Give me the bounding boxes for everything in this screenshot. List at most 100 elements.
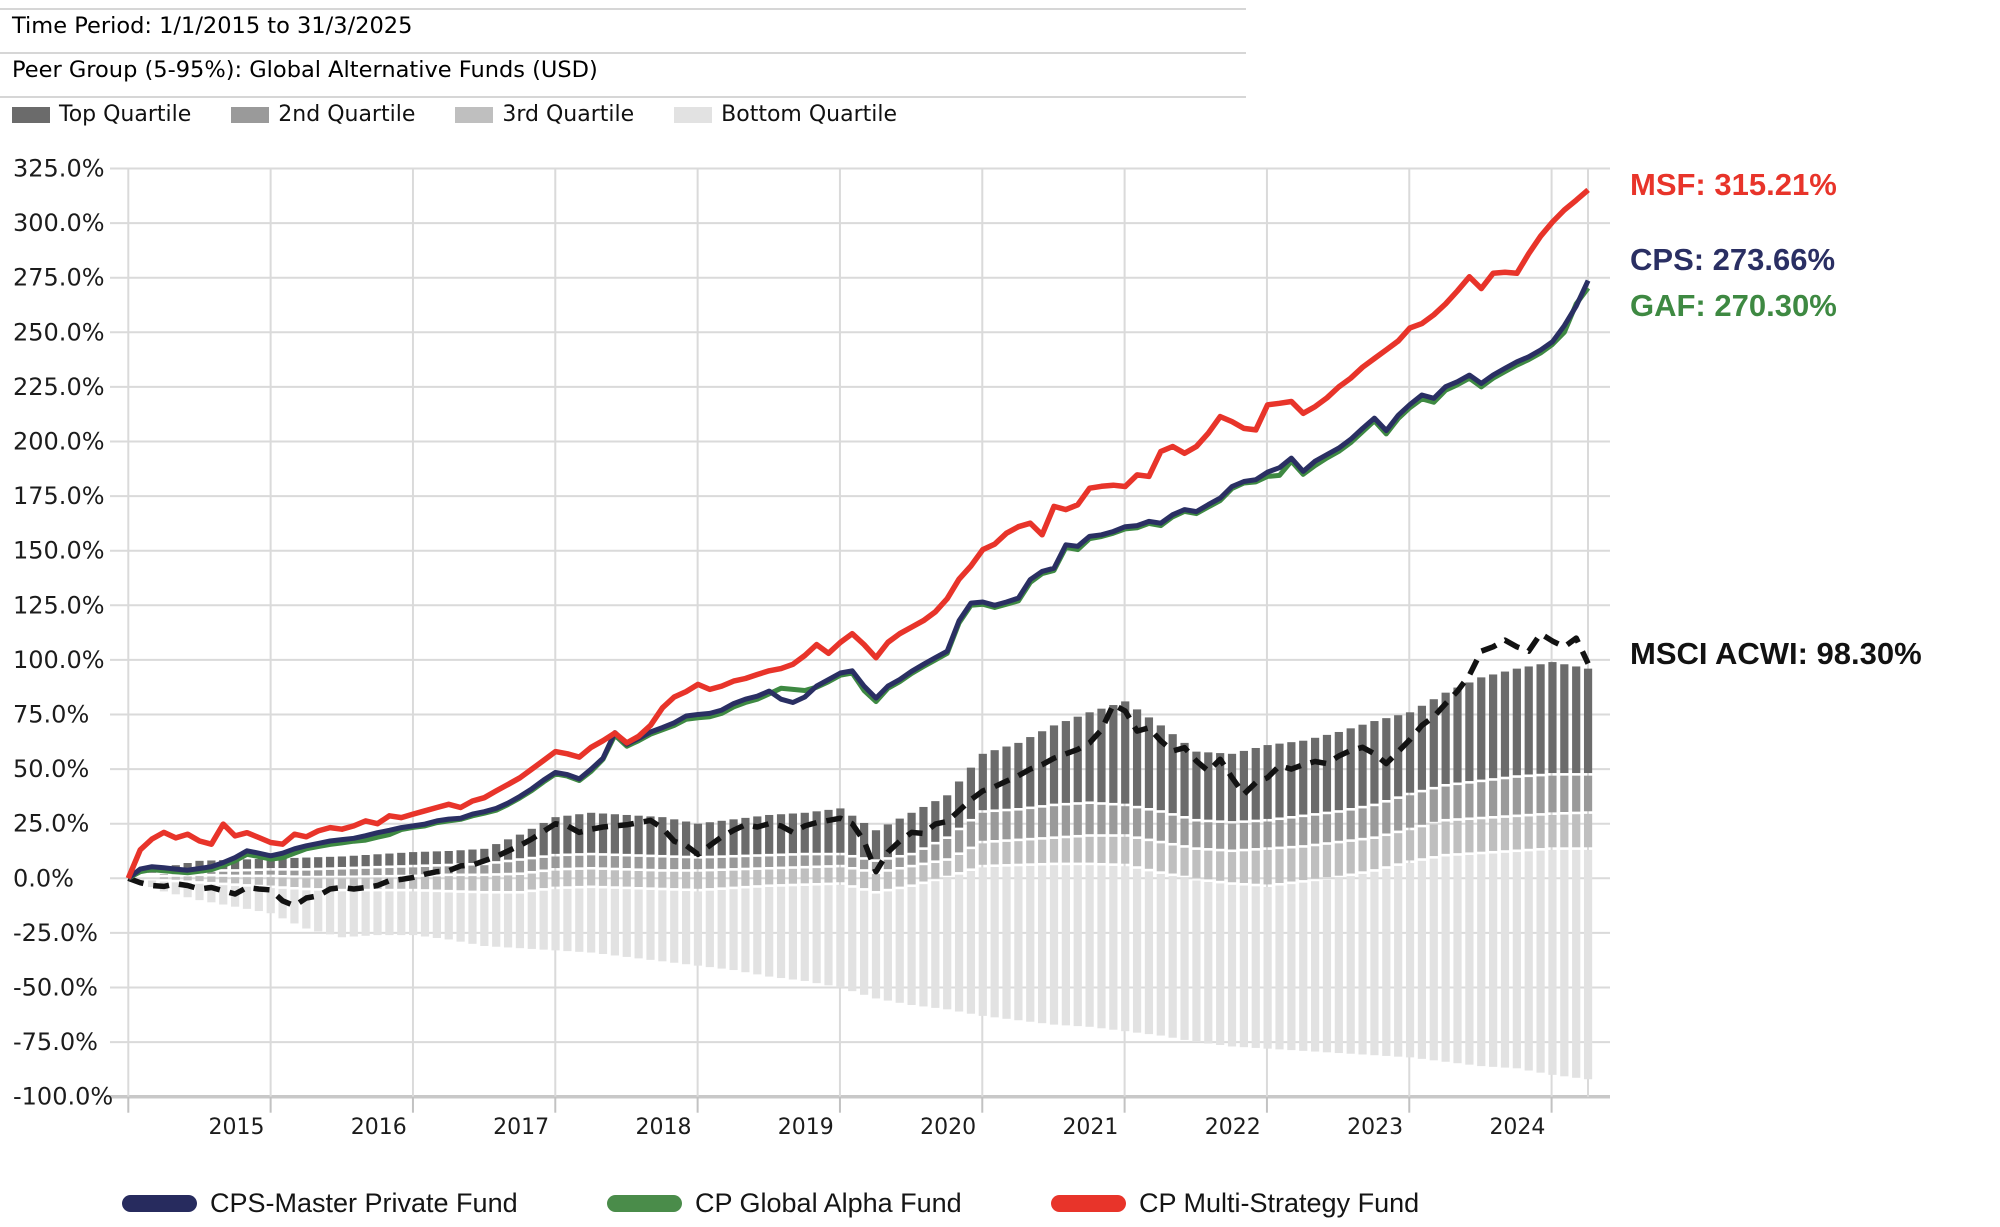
quartile-bar-segment [480, 876, 489, 891]
peer-quartile-bars [136, 662, 1593, 1080]
gaf-fund-label: CP Global Alpha Fund [695, 1187, 962, 1218]
top-quartile-label: Top Quartile [59, 102, 192, 127]
quartile-bar-segment [207, 876, 216, 882]
quartile-bar-segment [397, 867, 406, 875]
quartile-bar-segment [895, 889, 904, 1003]
quartile-bar-segment [717, 857, 726, 869]
msci-final-value-label: MSCI ACWI: 98.30% [1630, 636, 1922, 671]
quartile-bar-segment [1132, 709, 1142, 806]
quartile-bar-segment [1583, 668, 1593, 774]
quartile-bar-segment [1180, 742, 1189, 817]
cps-fund-label: CPS-Master Private Fund [210, 1187, 518, 1218]
quartile-bar-segment [978, 867, 987, 1016]
quartile-bar-segment [1239, 822, 1248, 849]
quartile-bar-segment [1429, 789, 1438, 822]
quartile-bar-segment [468, 865, 477, 874]
quartile-bar-segment [302, 878, 311, 888]
quartile-bar-segment [1085, 836, 1094, 863]
quartile-bar-segment [563, 856, 572, 868]
quartile-bar-segment [1334, 731, 1343, 811]
quartile-bar-segment [551, 817, 560, 854]
quartile-bar-segment [1180, 818, 1189, 846]
quartile-bar-segment [693, 871, 703, 889]
quartile-bar-segment [1144, 871, 1154, 1035]
quartile-bar-segment [1417, 792, 1427, 825]
quartile-bar-segment [634, 889, 643, 959]
quartile-bar-segment [515, 893, 525, 949]
quartile-bar-segment [1014, 841, 1023, 864]
legend-item-cps-fund: CPS-Master Private Fund [122, 1186, 518, 1220]
quartile-bar-segment [1038, 807, 1047, 838]
quartile-bar-segment [943, 860, 952, 876]
quartile-bar-segment [990, 812, 999, 841]
x-tick-label: 2023 [1347, 1115, 1403, 1140]
quartile-bar-segment [1405, 712, 1415, 793]
quartile-bar-segment [337, 856, 347, 867]
quartile-bar-segment [848, 857, 857, 867]
quartile-bar-segment [183, 863, 192, 870]
quartile-bar-segment [1002, 746, 1011, 809]
quartile-bar-segment [646, 816, 655, 855]
quartile-bar-segment [1405, 795, 1415, 828]
quartile-bar-segment [207, 871, 216, 874]
quartile-bar-segment [420, 851, 430, 865]
quartile-bar-segment [765, 814, 774, 854]
quartile-bar-segment [895, 857, 904, 867]
quartile-bar-segment [1512, 852, 1521, 1069]
quartile-bar-segment [1477, 782, 1486, 817]
quartile-bar-segment [800, 885, 809, 981]
quartile-bar-segment [1370, 838, 1379, 870]
quartile-bar-segment [836, 808, 845, 853]
quartile-bar-segment [1156, 873, 1165, 1036]
quartile-bar-segment [1417, 827, 1427, 859]
quartile-bar-segment [824, 885, 833, 986]
quartile-bar-segment [1097, 865, 1106, 1029]
quartile-bar-segment [349, 869, 358, 876]
quartile-bar-segment [1477, 677, 1486, 780]
quartile-bar-segment [1049, 865, 1059, 1025]
quartile-bar-segment [919, 806, 928, 848]
quartile-bar-segment [1097, 708, 1106, 803]
quartile-bar-segment [871, 893, 881, 999]
quartile-bar-segment [1346, 728, 1355, 808]
quartile-bar-segment [919, 884, 928, 1007]
quartile-bar-segment [1489, 674, 1498, 779]
y-tick-label: -50.0% [13, 974, 98, 1002]
quartile-bar-segment [622, 856, 631, 869]
quartile-bar-segment [1311, 815, 1320, 844]
quartile-bar-segment [812, 885, 821, 984]
quartile-bar-segment [159, 877, 169, 879]
quartile-bar-segment [824, 809, 833, 853]
quartile-bar-segment [409, 867, 418, 875]
quartile-bar-segment [836, 867, 845, 883]
x-tick-label: 2017 [493, 1115, 549, 1140]
quartile-bar-segment [966, 821, 976, 847]
legend-item-bottom-quartile: Bottom Quartile [674, 102, 897, 127]
quartile-bar-segment [1453, 855, 1462, 1064]
quartile-bar-segment [1512, 668, 1521, 776]
quartile-bar-segment [1548, 775, 1557, 813]
quartile-bar-segment [1192, 751, 1201, 819]
quartile-bar-segment [1180, 878, 1189, 1040]
header-divider-bottom [0, 96, 1246, 98]
quartile-bar-segment [1524, 777, 1533, 814]
quartile-bar-segment [385, 891, 394, 936]
quartile-bar-segment [527, 873, 536, 890]
y-tick-label: 50.0% [13, 755, 89, 783]
quartile-bar-segment [622, 870, 631, 887]
quartile-bar-segment [1524, 816, 1533, 849]
quartile-bar-segment [824, 867, 833, 883]
quartile-bar-segment [1287, 884, 1296, 1051]
quartile-bar-segment [183, 876, 192, 881]
quartile-bar-segment [1014, 866, 1023, 1021]
quartile-bar-segment [1334, 878, 1343, 1054]
quartile-bar-segment [480, 893, 489, 947]
x-tick-label: 2015 [208, 1115, 264, 1140]
quartile-bar-segment [1311, 881, 1320, 1052]
y-tick-label: 125.0% [13, 591, 105, 619]
quartile-bar-segment [1405, 830, 1415, 861]
quartile-bar-segment [788, 868, 798, 884]
quartile-bar-segment [1192, 880, 1201, 1043]
quartile-bar-segment [943, 795, 952, 837]
header-divider-middle [0, 52, 1246, 54]
